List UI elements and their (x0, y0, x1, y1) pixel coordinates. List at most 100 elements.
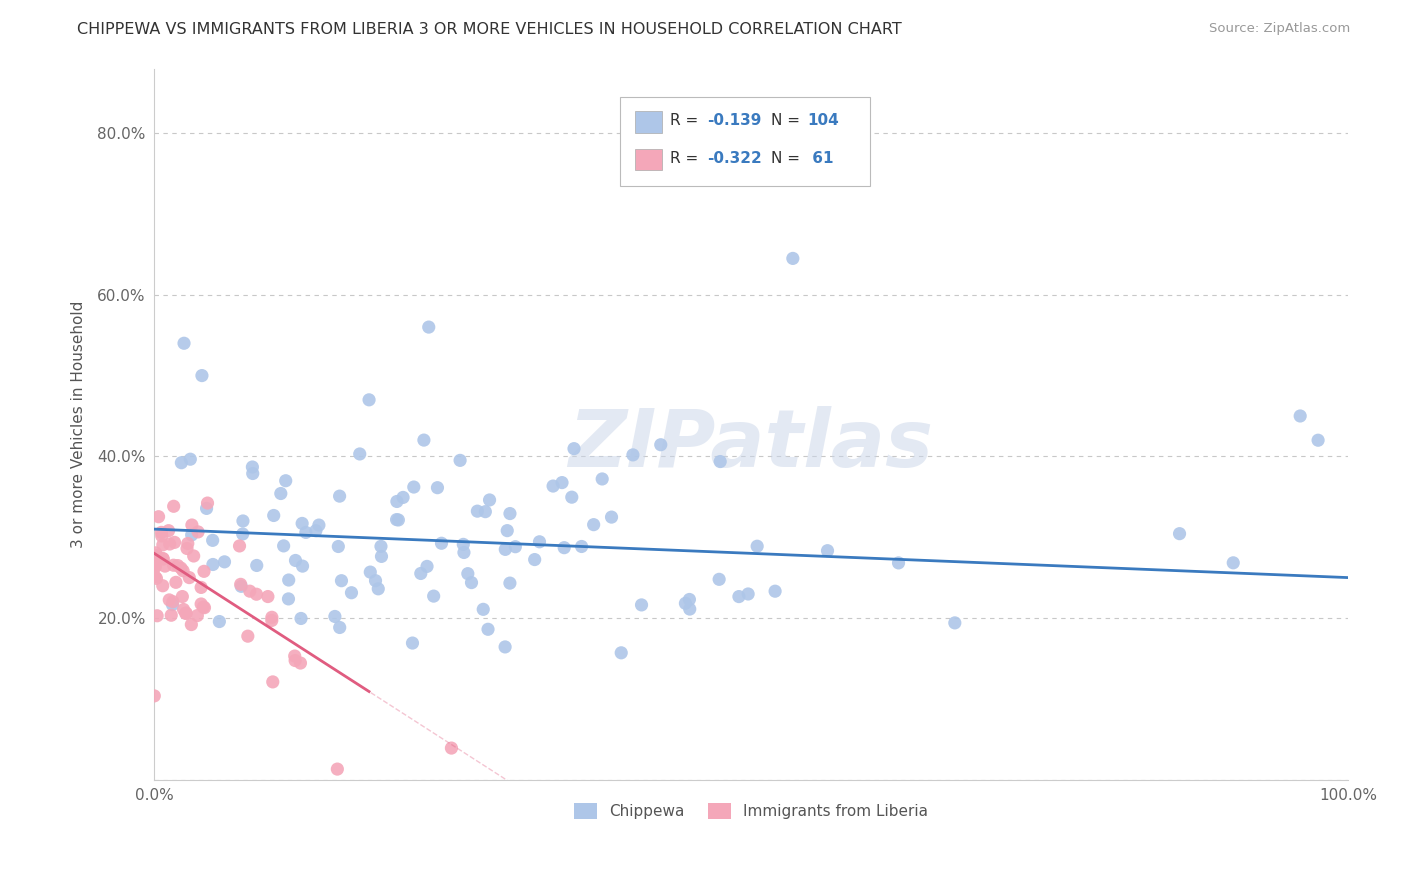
Point (143, 554, 166, 568)
Point (290, 656, 312, 670)
Point (284, 648, 307, 663)
Point (152, 579, 174, 593)
Text: 61: 61 (807, 151, 834, 166)
Point (143, 689, 166, 703)
Point (474, 505, 496, 519)
Point (191, 368, 214, 383)
Point (329, 620, 352, 634)
Point (370, 540, 392, 554)
Point (478, 492, 501, 507)
Point (239, 584, 262, 599)
Point (392, 491, 415, 505)
Point (236, 629, 259, 643)
Point (496, 524, 519, 538)
Point (174, 607, 197, 621)
Point (176, 541, 198, 556)
Point (152, 551, 174, 566)
Point (163, 500, 186, 514)
Point (143, 569, 166, 583)
Point (308, 518, 330, 533)
Point (143, 559, 166, 574)
Point (385, 513, 408, 527)
Text: -0.322: -0.322 (707, 151, 762, 166)
Point (193, 565, 215, 579)
Point (364, 574, 387, 588)
Point (180, 528, 202, 542)
Point (173, 602, 195, 616)
Point (402, 480, 425, 494)
Point (416, 559, 439, 574)
Point (201, 558, 224, 572)
Point (887, 556, 910, 570)
Point (201, 533, 224, 548)
Point (499, 576, 522, 591)
Point (477, 622, 499, 636)
Point (943, 615, 966, 630)
Point (148, 509, 170, 524)
Legend: Chippewa, Immigrants from Liberia: Chippewa, Immigrants from Liberia (568, 797, 934, 825)
Point (145, 546, 167, 560)
Point (630, 598, 652, 612)
Point (214, 555, 236, 569)
Point (305, 524, 328, 538)
Point (245, 587, 267, 601)
Point (472, 602, 495, 616)
Point (257, 590, 280, 604)
Point (231, 579, 253, 593)
Point (763, 584, 786, 599)
Point (172, 564, 194, 578)
Point (262, 674, 284, 689)
Text: CHIPPEWA VS IMMIGRANTS FROM LIBERIA 3 OR MORE VEHICLES IN HOUSEHOLD CORRELATION : CHIPPEWA VS IMMIGRANTS FROM LIBERIA 3 OR… (77, 22, 903, 37)
Point (186, 608, 208, 623)
Point (143, 560, 166, 574)
Point (401, 636, 423, 650)
Point (172, 590, 194, 604)
Point (197, 496, 219, 510)
Point (678, 592, 700, 607)
Point (159, 537, 181, 551)
Point (177, 536, 200, 550)
Point (326, 762, 349, 776)
Point (193, 600, 215, 615)
Point (621, 448, 644, 462)
Point (232, 514, 254, 528)
Point (367, 582, 389, 596)
Point (453, 545, 475, 559)
Point (190, 581, 212, 595)
Point (453, 537, 475, 551)
Point (571, 540, 593, 554)
Point (263, 508, 285, 523)
Point (707, 572, 730, 586)
Point (190, 597, 212, 611)
Point (440, 741, 463, 756)
Point (673, 596, 696, 610)
Point (529, 534, 551, 549)
Point (284, 553, 307, 567)
Point (193, 600, 215, 615)
Point (541, 479, 564, 493)
Point (152, 538, 174, 552)
Point (273, 539, 295, 553)
Point (709, 454, 731, 468)
Point (494, 640, 516, 654)
FancyBboxPatch shape (636, 149, 662, 170)
Point (170, 456, 193, 470)
Point (291, 559, 314, 574)
Point (457, 566, 479, 581)
FancyBboxPatch shape (636, 112, 662, 133)
Point (277, 591, 299, 606)
Point (274, 474, 297, 488)
Point (359, 565, 381, 579)
Point (349, 447, 371, 461)
Point (422, 589, 444, 603)
Point (426, 481, 449, 495)
Point (165, 575, 187, 590)
Point (260, 614, 283, 628)
Point (494, 542, 516, 557)
Point (747, 539, 769, 553)
Point (166, 558, 188, 573)
Text: R =: R = (669, 151, 703, 166)
Point (551, 475, 574, 490)
Point (180, 518, 202, 533)
Point (467, 504, 489, 518)
